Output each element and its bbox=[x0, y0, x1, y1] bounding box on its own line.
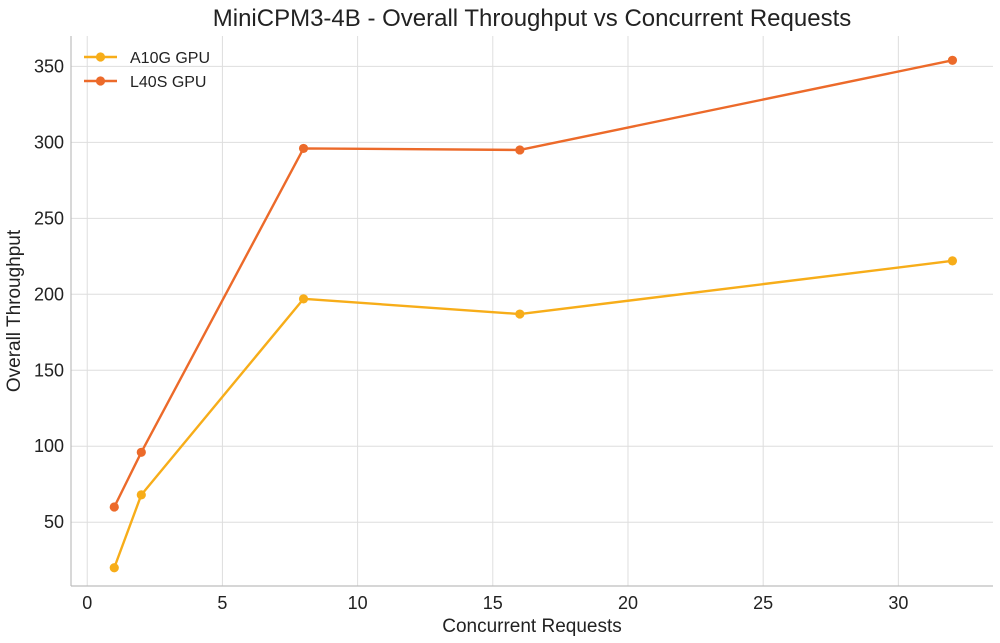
data-point-a10g-gpu bbox=[136, 490, 146, 500]
data-point-l40s-gpu bbox=[947, 55, 958, 65]
x-tick-label: 10 bbox=[348, 593, 368, 613]
series-a10g-gpu bbox=[109, 256, 958, 573]
data-point-a10g-gpu bbox=[109, 563, 119, 573]
x-tick-label: 15 bbox=[483, 593, 503, 613]
legend-swatch-marker bbox=[95, 76, 106, 86]
x-tick-label: 20 bbox=[618, 593, 638, 613]
chart-title: MiniCPM3-4B - Overall Throughput vs Conc… bbox=[213, 5, 851, 32]
y-tick-label: 350 bbox=[34, 56, 64, 76]
data-point-l40s-gpu bbox=[136, 447, 146, 457]
y-tick-label: 250 bbox=[34, 208, 64, 228]
axes: 0 5 10 15 20 25 30 50 100 150 200 250 300 350 bbox=[34, 36, 993, 613]
legend-item-a10g-gpu: A10G GPU bbox=[84, 50, 210, 67]
grid bbox=[71, 36, 993, 586]
y-tick-label: 150 bbox=[34, 360, 64, 380]
x-tick-label: 5 bbox=[217, 593, 227, 613]
data-point-l40s-gpu bbox=[109, 502, 119, 512]
legend: A10G GPU L40S GPU bbox=[84, 50, 210, 91]
y-axis-label: Overall Throughput bbox=[4, 229, 25, 392]
legend-label: L40S GPU bbox=[130, 74, 206, 91]
data-point-a10g-gpu bbox=[947, 256, 958, 266]
x-tick-label: 0 bbox=[82, 593, 92, 613]
x-axis-label: Concurrent Requests bbox=[442, 616, 622, 637]
y-tick-label: 50 bbox=[44, 512, 64, 532]
y-tick-label: 300 bbox=[34, 132, 64, 152]
x-tick-label: 25 bbox=[753, 593, 773, 613]
legend-label: A10G GPU bbox=[130, 50, 210, 67]
series-line-l40s-gpu bbox=[113, 59, 953, 508]
series-l40s-gpu bbox=[109, 55, 958, 512]
data-point-a10g-gpu bbox=[515, 309, 525, 319]
y-tick-label: 200 bbox=[34, 284, 64, 304]
x-tick-label: 30 bbox=[888, 593, 908, 613]
legend-item-l40s-gpu: L40S GPU bbox=[84, 74, 206, 91]
data-point-l40s-gpu bbox=[515, 145, 525, 155]
data-point-a10g-gpu bbox=[298, 294, 309, 304]
y-tick-label: 100 bbox=[34, 436, 64, 456]
data-point-l40s-gpu bbox=[298, 143, 309, 154]
series-layer bbox=[109, 55, 958, 573]
legend-swatch-marker bbox=[95, 52, 106, 62]
